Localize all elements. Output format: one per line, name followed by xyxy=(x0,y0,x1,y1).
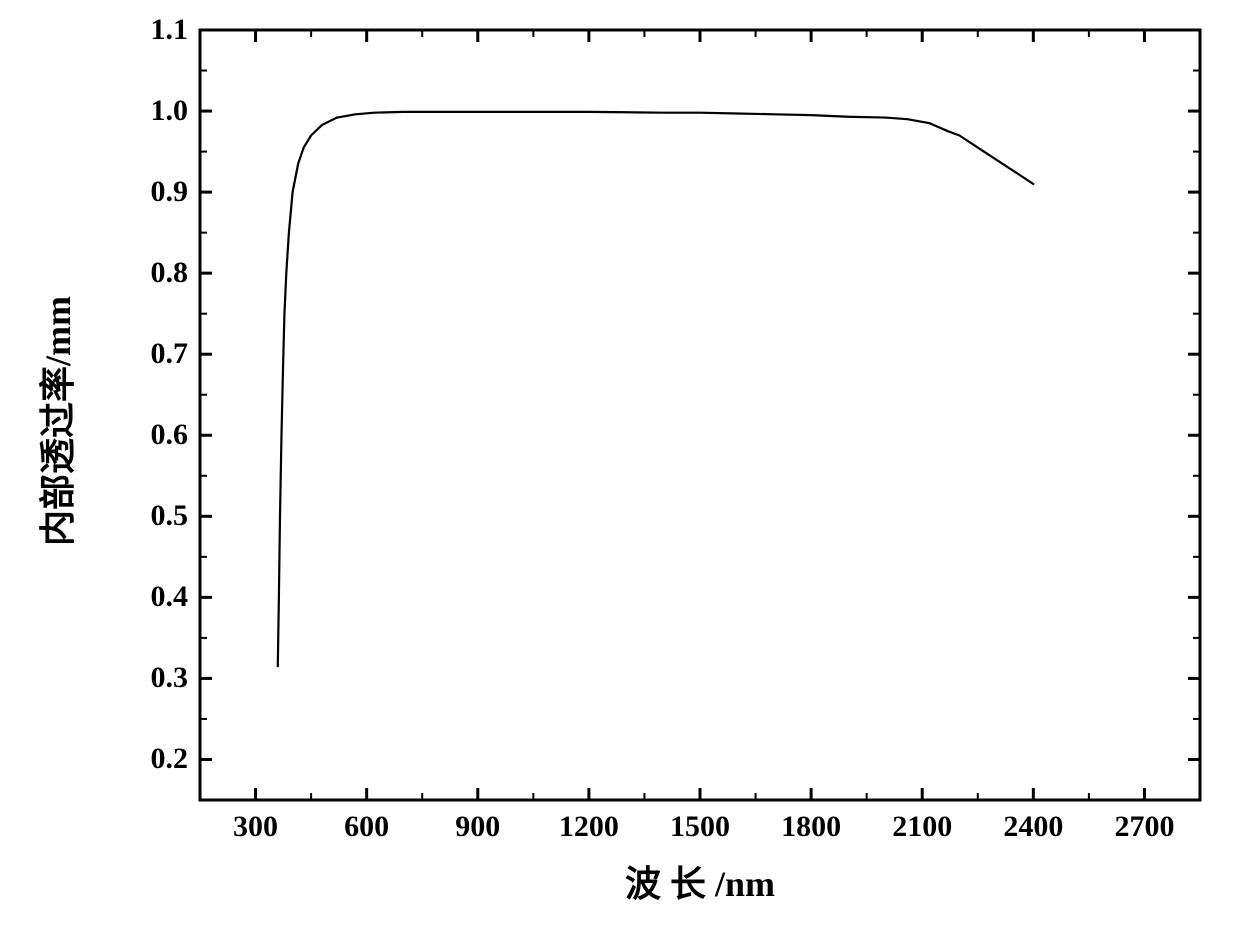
x-tick-label: 600 xyxy=(327,810,407,844)
y-tick-label: 0.3 xyxy=(151,661,189,695)
y-tick-label: 0.6 xyxy=(151,418,189,452)
y-tick-label: 0.5 xyxy=(151,499,189,533)
y-tick-label: 0.7 xyxy=(151,337,189,371)
x-tick-label: 2700 xyxy=(1104,810,1184,844)
y-tick-label: 1.1 xyxy=(151,13,189,47)
x-tick-label: 1200 xyxy=(549,810,629,844)
x-tick-label: 900 xyxy=(438,810,518,844)
y-tick-label: 0.9 xyxy=(151,175,189,209)
x-tick-label: 1500 xyxy=(660,810,740,844)
y-tick-label: 0.8 xyxy=(151,256,189,290)
chart-container: 内部透过率/mm 波 长 /nm 300 600 900 1200 1500 1800 21… xyxy=(0,0,1240,932)
x-tick-label: 2100 xyxy=(882,810,962,844)
x-tick-label: 1800 xyxy=(771,810,851,844)
y-axis-label: 内部透过率/mm xyxy=(29,221,81,621)
y-tick-label: 1.0 xyxy=(151,94,189,128)
x-axis-label: 波 长 /nm xyxy=(500,855,900,907)
y-tick-label: 0.4 xyxy=(151,580,189,614)
x-tick-label: 2400 xyxy=(993,810,1073,844)
y-tick-label: 0.2 xyxy=(151,742,189,776)
chart-svg xyxy=(0,0,1240,932)
x-tick-label: 300 xyxy=(216,810,296,844)
